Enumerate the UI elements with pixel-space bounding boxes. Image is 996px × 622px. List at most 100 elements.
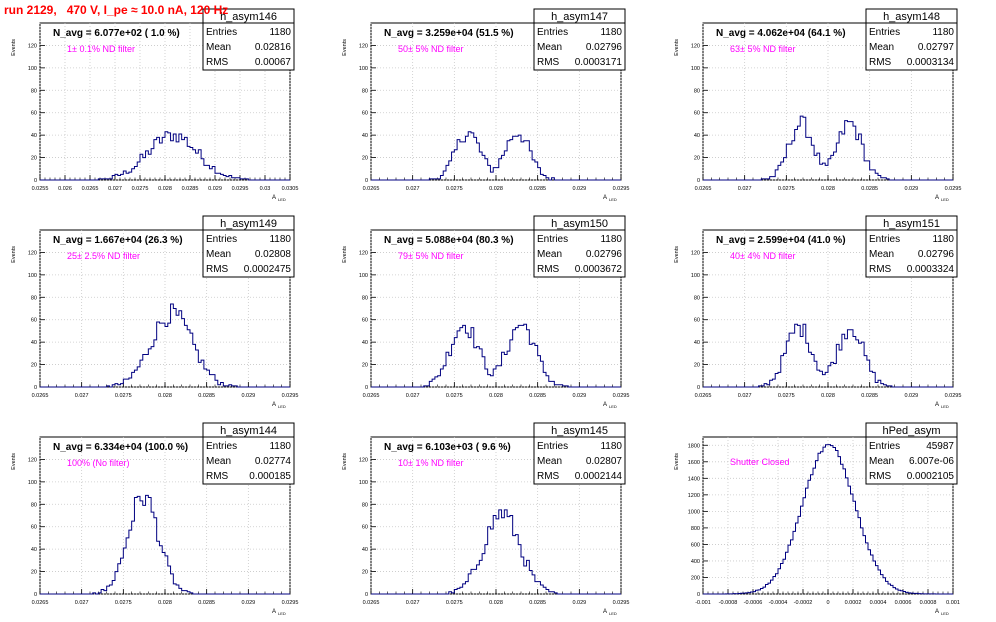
histogram-series — [371, 323, 621, 388]
y-axis-title: Events — [342, 453, 348, 470]
x-axis-title-subscript: LED — [278, 611, 286, 616]
stat-value-mean: 0.02796 — [918, 249, 955, 260]
stats-box — [202, 229, 295, 278]
x-axis-title: A — [603, 195, 607, 201]
tick-label-x: 0.0255 — [32, 186, 49, 192]
tick-label-x: 0.0285 — [182, 186, 199, 192]
tick-label-y: 1200 — [688, 493, 700, 499]
stats-box — [865, 229, 958, 278]
stat-label-rms: RMS — [869, 471, 892, 482]
tick-label-y: 0 — [34, 592, 37, 598]
tick-label-x: 0.027 — [406, 600, 420, 606]
stat-value-mean: 0.02774 — [255, 456, 292, 467]
tick-label-x: 0.0275 — [115, 600, 132, 606]
x-axis-title-subscript: LED — [941, 611, 949, 616]
filter-annotation: 40± 4% ND filter — [730, 251, 795, 261]
tick-label-y: 120 — [359, 457, 368, 463]
tick-label-y: 80 — [694, 88, 700, 94]
stat-label-entries: Entries — [537, 234, 568, 245]
tick-label-y: 100 — [359, 273, 368, 279]
tick-label-x: 0.028 — [489, 393, 503, 399]
filter-annotation: 50± 5% ND filter — [398, 44, 463, 54]
navg-label: N_avg = 3.259e+04 (51.5 %) — [384, 28, 514, 39]
tick-label-y: 40 — [31, 133, 37, 139]
tick-label-y: 0 — [365, 592, 368, 598]
y-axis-title: Events — [674, 453, 680, 470]
tick-label-y: 60 — [31, 525, 37, 531]
tick-label-x: 0.0004 — [870, 600, 887, 606]
histogram-series — [371, 509, 621, 595]
stat-label-mean: Mean — [537, 42, 562, 53]
tick-label-y: 120 — [691, 43, 700, 49]
tick-label-y: 200 — [691, 575, 700, 581]
tick-label-x: 0.0285 — [861, 393, 878, 399]
navg-label: N_avg = 2.599e+04 (41.0 %) — [716, 235, 846, 246]
tick-label-y: 1400 — [688, 476, 700, 482]
stats-box — [533, 229, 626, 278]
tick-label-y: 20 — [31, 156, 37, 162]
tick-label-x: 0.0008 — [920, 600, 937, 606]
histogram-series — [371, 131, 621, 181]
stat-label-entries: Entries — [869, 27, 900, 38]
tick-label-y: 40 — [694, 133, 700, 139]
tick-label-x: -0.0002 — [794, 600, 813, 606]
tick-label-x: 0.0295 — [945, 393, 962, 399]
stat-label-rms: RMS — [206, 57, 229, 68]
tick-label-y: 60 — [362, 525, 368, 531]
y-axis-title: Events — [342, 246, 348, 263]
x-axis-title: A — [603, 402, 607, 408]
tick-label-y: 120 — [359, 43, 368, 49]
tick-label-x: 0.0295 — [282, 393, 299, 399]
x-axis-title: A — [935, 195, 939, 201]
stat-value-mean: 0.02796 — [586, 249, 623, 260]
stat-value-entries: 1180 — [269, 27, 291, 38]
tick-label-x: 0.0275 — [115, 393, 132, 399]
tick-label-x: 0.0275 — [778, 186, 795, 192]
stat-label-mean: Mean — [206, 456, 231, 467]
tick-label-y: 400 — [691, 559, 700, 565]
histogram-panel-h_asym148: 0.0265 0.027 0.0275 0.028 0.0285 0.029 0.0295 0… — [674, 8, 962, 202]
tick-label-x: 0.0285 — [198, 600, 215, 606]
histogram-panel-h_asym151: 0.0265 0.027 0.0275 0.028 0.0285 0.029 0.0295 0… — [674, 215, 962, 409]
stat-label-mean: Mean — [206, 42, 231, 53]
histogram-name: hPed_asym — [882, 425, 940, 437]
tick-label-x: -0.001 — [695, 600, 711, 606]
tick-label-x: 0.029 — [208, 186, 222, 192]
x-axis-title-subscript: LED — [941, 197, 949, 202]
tick-label-y: 80 — [694, 295, 700, 301]
histogram-name: h_asym147 — [551, 11, 608, 23]
tick-label-x: 0.0275 — [132, 186, 149, 192]
x-axis-title: A — [935, 402, 939, 408]
run-title: run 2129, 470 V, I_pe ≈ 10.0 nA, 120 Hz — [4, 3, 229, 17]
x-axis-title: A — [935, 609, 939, 615]
tick-label-x: 0.0265 — [32, 600, 49, 606]
stats-box — [202, 436, 295, 485]
tick-label-y: 40 — [362, 340, 368, 346]
tick-label-x: 0.029 — [572, 600, 586, 606]
stat-value-rms: 0.0003324 — [907, 264, 955, 275]
histogram-name: h_asym150 — [551, 218, 608, 230]
tick-label-y: 1000 — [688, 509, 700, 515]
histogram-panel-hPed_asym: -0.001 -0.0008 -0.0006 -0.0004 -0.0002 0 0.000… — [674, 422, 960, 616]
tick-label-x: 0.0295 — [282, 600, 299, 606]
stat-label-entries: Entries — [206, 27, 237, 38]
stat-label-entries: Entries — [206, 234, 237, 245]
tick-label-x: -0.0004 — [769, 600, 788, 606]
tick-label-x: 0.0275 — [778, 393, 795, 399]
histogram-series — [703, 444, 953, 595]
tick-label-x: 0.0265 — [363, 600, 380, 606]
tick-label-x: 0.027 — [738, 186, 752, 192]
tick-label-x: 0.026 — [58, 186, 72, 192]
filter-annotation: 25± 2.5% ND filter — [67, 251, 140, 261]
tick-label-x: 0.028 — [158, 600, 172, 606]
stat-label-rms: RMS — [537, 264, 560, 275]
stat-label-rms: RMS — [206, 471, 229, 482]
tick-label-x: 0 — [826, 600, 829, 606]
tick-label-x: 0.0295 — [945, 186, 962, 192]
stat-label-rms: RMS — [869, 264, 892, 275]
tick-label-y: 40 — [31, 340, 37, 346]
histogram-name: h_asym149 — [220, 218, 277, 230]
tick-label-y: 60 — [362, 318, 368, 324]
stat-label-entries: Entries — [537, 27, 568, 38]
tick-label-y: 20 — [362, 363, 368, 369]
